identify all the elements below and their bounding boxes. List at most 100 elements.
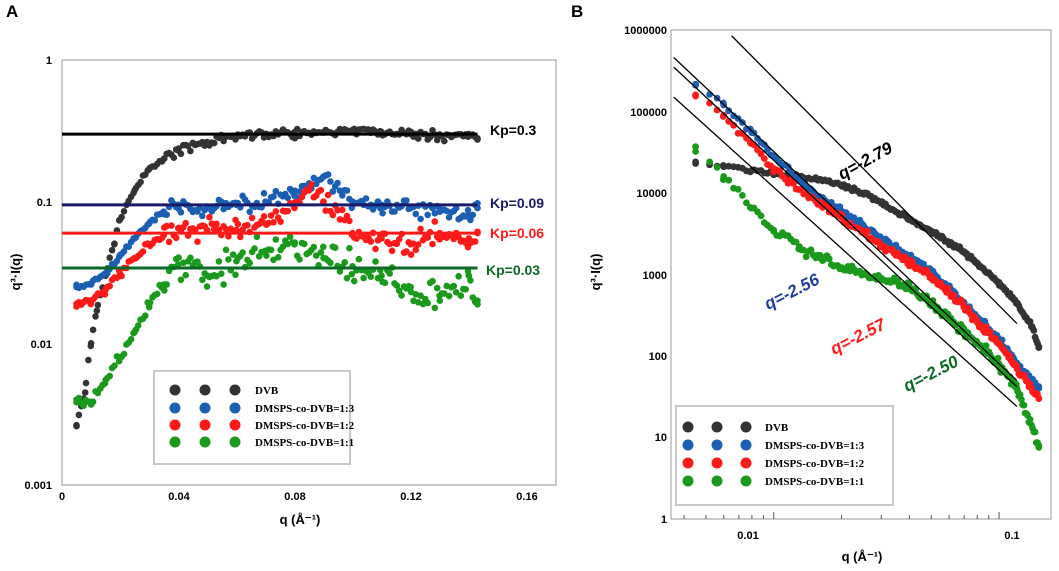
data-point-dvb [131,187,138,194]
data-point-dmsps-1-2 [139,248,147,255]
kp-009-label: Kp=0.09 [490,195,544,211]
data-point-dmsps-1-2 [429,240,436,248]
panel-b-ytick-label: 10 [655,432,667,444]
data-point-dmsps-1-1 [331,244,339,251]
data-point-dmsps-1-1 [142,312,149,320]
data-point-dmsps-1-1 [296,256,303,263]
data-point-dvb [204,139,211,147]
data-point-dmsps-1-1 [445,292,453,300]
data-point-dmsps-1-1 [341,259,349,266]
data-point-dmsps-1-2 [322,207,330,214]
data-point-dmsps-1-1 [87,401,95,408]
legend-marker-dmsps-1-3 [740,439,752,451]
data-point-dmsps-1-2 [172,234,180,242]
panel-a-legend: DVB DMSPS-co-DVB=1:3 DMSPS-co-DVB=1:2 DM… [153,370,355,465]
data-point-dmsps-1-1 [161,287,168,294]
data-point-dmsps-1-3 [362,195,370,202]
panel-b-ytick-label: 100000 [630,107,667,119]
data-point-dmsps-1-1 [450,282,458,290]
data-point-dmsps-1-3 [116,251,124,259]
data-point-dmsps-1-2 [225,233,232,240]
data-point-dmsps-1-2 [237,233,244,241]
panel-b-ytick-label: 10000 [636,188,667,200]
data-point-dmsps-1-1 [274,253,282,261]
data-point-dmsps-1-1 [743,199,750,207]
legend-marker-dvb [229,384,241,396]
data-point-dmsps-1-1 [253,233,261,241]
data-point-dmsps-1-2 [982,323,990,331]
data-point-dmsps-1-1 [80,402,87,410]
data-point-dmsps-1-3 [816,193,824,201]
data-point-dmsps-1-1 [204,272,211,280]
data-point-dmsps-1-1 [145,303,153,311]
data-point-dmsps-1-1 [232,271,239,279]
data-point-dvb [441,137,448,145]
data-point-dmsps-1-1 [106,372,113,380]
data-point-dmsps-1-1 [174,261,182,268]
panel-b-legend-label: DMSPS-co-DVB=1:1 [765,476,864,488]
data-point-dmsps-1-2 [960,303,968,311]
data-point-dmsps-1-1 [310,243,318,251]
data-point-dvb [87,340,95,347]
legend-marker-dmsps-1-2 [711,457,723,469]
data-point-dmsps-1-1 [233,257,240,265]
data-point-dmsps-1-1 [350,277,358,285]
data-point-dmsps-1-3 [407,204,415,212]
data-point-dmsps-1-2 [465,235,473,242]
legend-marker-dmsps-1-1 [740,475,752,487]
data-point-dvb [877,199,885,207]
panel-a-ytick-label: 0.01 [31,339,52,351]
data-point-dmsps-1-2 [760,155,768,162]
data-point-dmsps-1-2 [215,226,223,234]
data-point-dmsps-1-1 [429,277,436,285]
data-point-dmsps-1-3 [445,214,453,221]
panel-b-ytick-label: 100 [649,351,667,363]
data-point-dmsps-1-2 [131,254,138,262]
data-point-dmsps-1-2 [208,220,216,227]
legend-marker-dvb [199,384,211,396]
panel-b-legend-label: DMSPS-co-DVB=1:2 [765,458,865,470]
data-point-dvb [414,135,422,142]
data-point-dvb [187,147,194,155]
data-point-dmsps-1-1 [706,158,713,166]
data-point-dmsps-1-2 [305,187,313,194]
data-point-dmsps-1-1 [802,253,810,261]
data-point-dmsps-1-1 [431,304,439,312]
panel-b-ytick-label: 1000000 [624,25,667,37]
data-point-dmsps-1-3 [160,208,167,215]
legend-marker-dvb [682,421,694,433]
panel-a-legend-label: DMSPS-co-DVB=1:2 [255,420,355,432]
legend-marker-dmsps-1-3 [711,439,723,451]
data-point-dmsps-1-2 [165,238,173,246]
data-point-dmsps-1-1 [111,362,118,370]
data-point-dvb [93,307,101,315]
data-point-dvb [816,176,824,184]
data-point-dmsps-1-3 [320,173,327,180]
data-point-dmsps-1-2 [260,213,268,220]
data-point-dvb [82,379,90,387]
data-point-dmsps-1-1 [748,204,756,212]
data-point-dmsps-1-2 [213,220,220,228]
data-point-dmsps-1-1 [877,274,885,282]
data-point-dmsps-1-2 [336,216,344,223]
panel-b-x-axis-label: q (Å⁻¹) [842,549,883,564]
power-law-fit-line-3 [673,96,1018,407]
data-point-dmsps-1-1 [291,241,298,248]
data-point-dmsps-1-2 [194,238,201,245]
data-point-dmsps-1-3 [760,141,768,149]
data-point-dvb [860,189,867,197]
data-point-dvb [75,411,83,419]
kp-006-label: Kp=0.06 [490,225,544,241]
data-point-dmsps-1-1 [348,270,356,278]
data-point-dmsps-1-1 [320,254,327,262]
power-law-fit-line-1 [673,57,1018,382]
data-point-dmsps-1-1 [327,259,334,267]
legend-marker-dmsps-1-3 [229,402,241,414]
data-point-dmsps-1-1 [725,176,733,184]
data-point-dvb [170,154,178,161]
data-point-dmsps-1-3 [920,260,927,268]
data-point-dmsps-1-1 [229,251,237,258]
data-point-dmsps-1-3 [417,215,424,223]
data-point-dmsps-1-3 [431,210,439,217]
data-point-dmsps-1-2 [860,227,867,235]
